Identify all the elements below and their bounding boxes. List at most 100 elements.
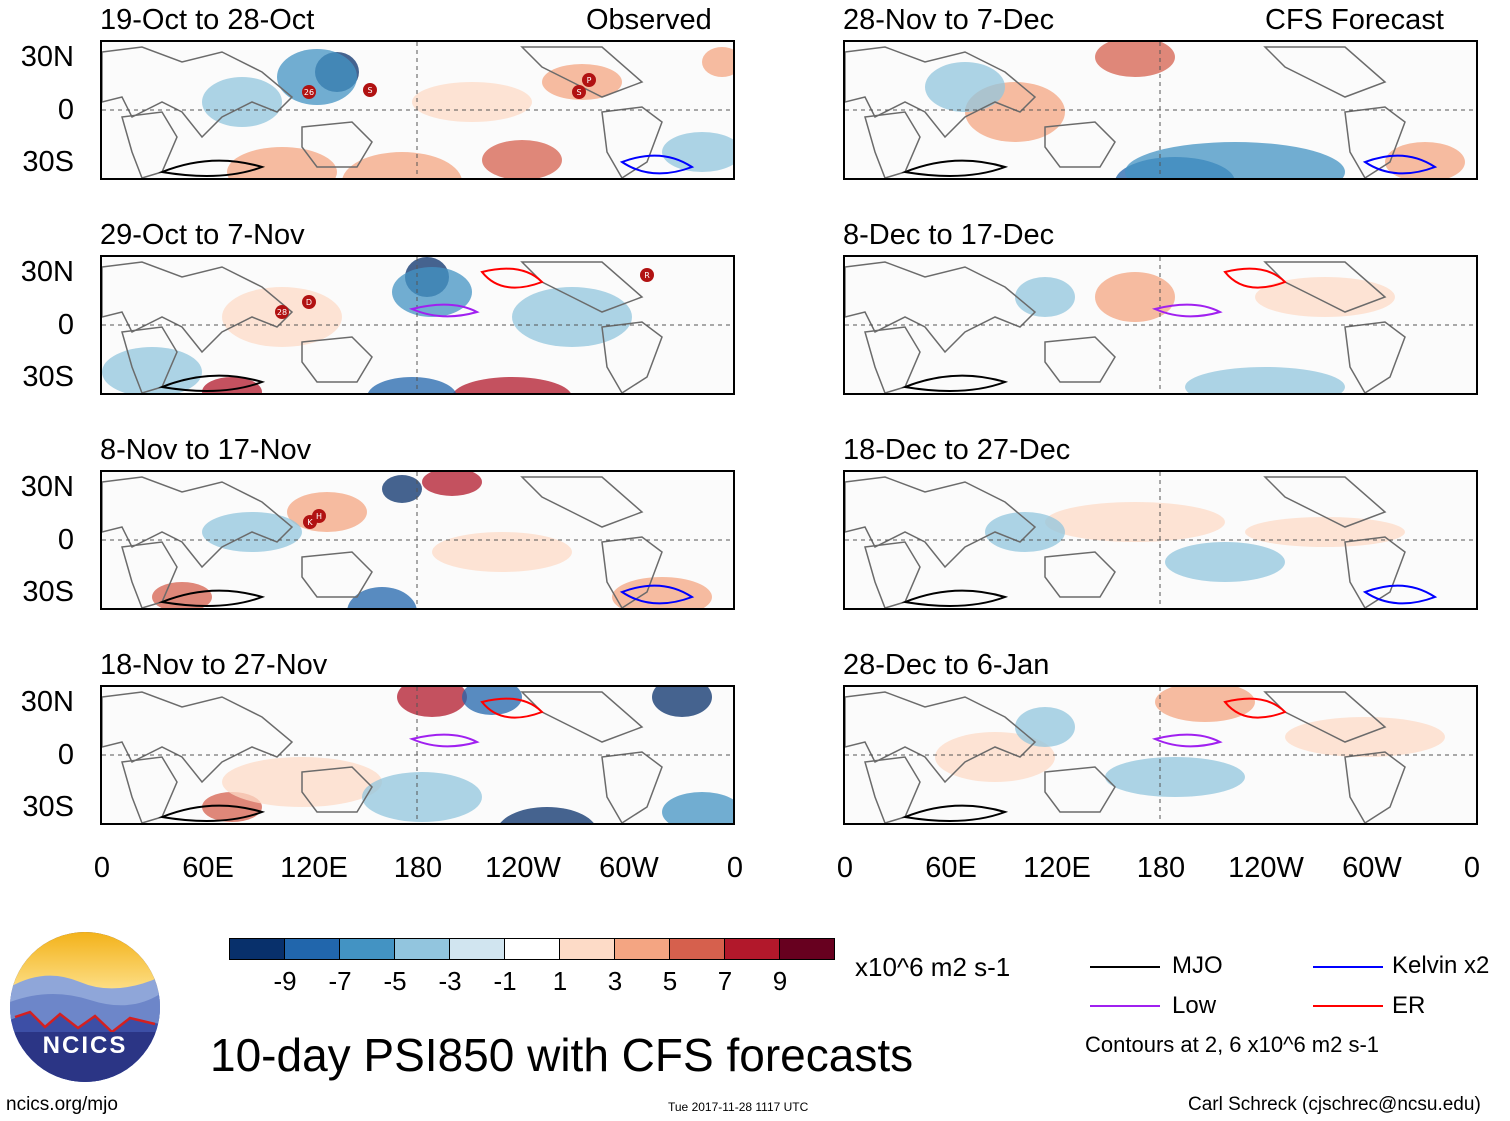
anomaly-shading bbox=[382, 475, 422, 503]
anomaly-shading bbox=[277, 49, 357, 105]
anomaly-shading bbox=[432, 532, 572, 572]
anomaly-shading bbox=[362, 772, 482, 822]
storm-marker-label: S bbox=[367, 86, 372, 95]
legend-label-er: ER bbox=[1392, 992, 1426, 1019]
anomaly-shading bbox=[1245, 517, 1405, 547]
lon-label: 180 bbox=[1136, 852, 1186, 884]
map-panel-observed-1: 26 S S P bbox=[100, 40, 735, 180]
map-panel-forecast-4 bbox=[843, 685, 1478, 825]
coastline bbox=[845, 476, 1037, 569]
coastline bbox=[301, 336, 373, 383]
coastline bbox=[864, 111, 921, 178]
coastline bbox=[102, 476, 294, 569]
storm-marker: R bbox=[640, 268, 654, 282]
legend-note: Contours at 2, 6 x10^6 m2 s-1 bbox=[1085, 1032, 1380, 1057]
colorbar-label: -5 bbox=[383, 966, 407, 996]
lon-label: 0 bbox=[93, 852, 111, 884]
anomaly-shading bbox=[1255, 277, 1395, 317]
storm-marker-label: S bbox=[576, 88, 581, 97]
legend-line-kelvin bbox=[1313, 966, 1383, 968]
contour-line bbox=[901, 159, 1009, 177]
storm-marker: S bbox=[363, 83, 377, 97]
coastline bbox=[864, 541, 921, 608]
anomaly-shading bbox=[1015, 277, 1075, 317]
coastline bbox=[1044, 336, 1116, 383]
anomaly-shading bbox=[392, 267, 472, 317]
lat-label: 0 bbox=[57, 739, 74, 771]
anomaly-shading bbox=[1385, 142, 1465, 178]
coastline bbox=[601, 751, 663, 823]
anomaly-shading bbox=[347, 587, 417, 608]
map-panel-forecast-1 bbox=[843, 40, 1478, 180]
anomaly-shading bbox=[662, 792, 733, 823]
map-canvas bbox=[845, 472, 1476, 608]
contour-line bbox=[480, 697, 544, 719]
anomaly-shading bbox=[1125, 142, 1345, 178]
colorbar-cell bbox=[724, 938, 780, 960]
colorbar-label: -9 bbox=[273, 966, 297, 996]
storm-marker: 26 bbox=[302, 85, 316, 99]
anomaly-shading bbox=[412, 82, 532, 122]
contour-line bbox=[1223, 697, 1287, 719]
coastline bbox=[864, 326, 921, 393]
anomaly-shading bbox=[1105, 757, 1245, 797]
anomaly-shading bbox=[662, 132, 733, 172]
coastline bbox=[520, 46, 644, 98]
coastline bbox=[301, 766, 373, 813]
coastline bbox=[102, 46, 294, 139]
anomaly-shading bbox=[1285, 717, 1445, 757]
ncics-logo: NCICS bbox=[10, 932, 160, 1082]
anomaly-shading bbox=[1095, 42, 1175, 77]
contour-line bbox=[158, 159, 266, 177]
anomaly-shading bbox=[925, 62, 1005, 112]
coastline bbox=[102, 261, 294, 354]
panel-label-observed: Observed bbox=[586, 4, 712, 36]
storm-marker: S bbox=[572, 85, 586, 99]
anomaly-shading bbox=[397, 687, 467, 717]
map-panel-observed-4 bbox=[100, 685, 735, 825]
panel-title: 28-Nov to 7-Dec bbox=[843, 4, 1055, 36]
lon-label: 60W bbox=[1342, 852, 1402, 884]
contour-line bbox=[1362, 154, 1438, 175]
legend-line-low bbox=[1090, 1005, 1160, 1007]
lat-label: 30N bbox=[20, 256, 74, 288]
contour-line bbox=[1151, 303, 1223, 318]
map-canvas bbox=[845, 257, 1476, 393]
footer-timestamp: Tue 2017-11-28 1117 UTC bbox=[668, 1100, 809, 1114]
contour-line bbox=[480, 267, 544, 289]
lon-label: 120W bbox=[1228, 852, 1304, 884]
lon-label: 120E bbox=[1023, 852, 1091, 884]
coastline bbox=[520, 476, 644, 528]
coastline bbox=[1044, 121, 1116, 168]
anomaly-shading bbox=[1155, 687, 1255, 722]
coastline bbox=[601, 536, 663, 608]
coastline bbox=[845, 46, 1037, 139]
coastline bbox=[1344, 536, 1406, 608]
contour-line bbox=[408, 303, 480, 318]
lon-label: 120W bbox=[485, 852, 561, 884]
panel-title: 19-Oct to 28-Oct bbox=[100, 4, 315, 36]
anomaly-shading bbox=[935, 732, 1055, 782]
anomaly-shading bbox=[1165, 542, 1285, 582]
lat-label: 0 bbox=[57, 524, 74, 556]
storm-marker: P bbox=[582, 73, 596, 87]
contour-line bbox=[158, 589, 266, 607]
lon-label: 120E bbox=[280, 852, 348, 884]
map-panel-forecast-2 bbox=[843, 255, 1478, 395]
coastline bbox=[301, 551, 373, 598]
legend-label-low: Low bbox=[1172, 992, 1217, 1019]
logo-text: NCICS bbox=[42, 1032, 128, 1059]
colorbar-label: 3 bbox=[607, 966, 623, 996]
lat-label: 30N bbox=[20, 471, 74, 503]
legend-label-kelvin: Kelvin x2 bbox=[1392, 952, 1490, 979]
lat-label: 30S bbox=[22, 146, 74, 178]
footer-author: Carl Schreck (cjschrec@ncsu.edu) bbox=[1188, 1094, 1481, 1115]
contour-line bbox=[901, 804, 1009, 822]
main-title: 10-day PSI850 with CFS forecasts bbox=[210, 1029, 914, 1081]
storm-marker-label: 26 bbox=[304, 88, 314, 97]
lon-label: 60E bbox=[182, 852, 234, 884]
panel-title: 8-Dec to 17-Dec bbox=[843, 219, 1055, 251]
lat-label: 30N bbox=[20, 41, 74, 73]
contour-line bbox=[619, 584, 695, 605]
